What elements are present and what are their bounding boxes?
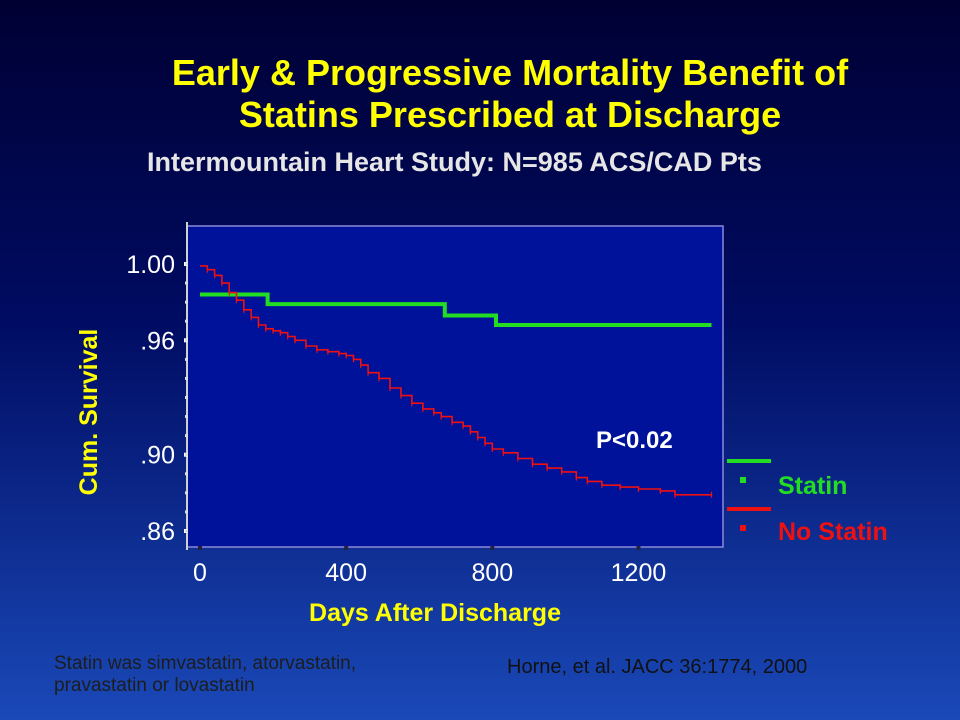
footnote: Statin was simvastatin, atorvastatin, pr…: [54, 653, 474, 697]
x-tick-label: 0: [193, 559, 207, 587]
legend-no-statin-label: No Statin: [778, 518, 888, 546]
series-lines: [200, 265, 713, 498]
citation: Horne, et al. JACC 36:1774, 2000: [507, 656, 808, 678]
y-minor-tick: [185, 319, 188, 323]
x-axis-title: Days After Discharge: [309, 599, 561, 627]
y-axis-title: Cum. Survival: [75, 329, 103, 496]
x-axis: 0 400 800 1200: [193, 546, 666, 587]
x-tick-mark: [490, 546, 495, 550]
x-tick-label: 1200: [611, 559, 667, 587]
title-line-2: Statins Prescribed at Discharge: [238, 94, 782, 135]
legend-no-statin-marker: [740, 525, 746, 531]
y-minor-tick: [185, 415, 188, 419]
y-axis: 1.00 .96 .90 .86: [126, 251, 188, 546]
x-tick-label: 800: [471, 559, 513, 587]
y-tick-label: .96: [140, 327, 175, 355]
y-minor-tick: [185, 434, 188, 438]
p-value-annotation: P<0.02: [596, 427, 673, 454]
legend: Statin No Statin: [727, 459, 888, 546]
y-minor-tick: [185, 529, 188, 533]
x-tick-mark: [198, 546, 202, 550]
series-line-statin: [200, 292, 712, 327]
y-minor-tick: [185, 510, 188, 514]
x-tick-mark: [636, 546, 641, 550]
y-tick-label: .86: [140, 518, 175, 546]
x-tick-mark: [344, 546, 349, 550]
y-minor-tick: [185, 396, 188, 399]
y-tick-label: 1.00: [126, 251, 175, 279]
y-minor-tick: [185, 338, 188, 342]
slide-title: Early & Progressive Mortality Benefit of…: [0, 52, 960, 136]
y-minor-tick: [185, 300, 188, 304]
y-tick-label: .90: [140, 442, 175, 470]
y-minor-tick: [185, 491, 188, 495]
slide-subtitle: Intermountain Heart Study: N=985 ACS/CAD…: [147, 147, 762, 177]
legend-statin-marker: [740, 477, 746, 483]
y-minor-tick: [185, 453, 188, 457]
y-minor-tick: [185, 262, 188, 266]
legend-statin-label: Statin: [778, 472, 847, 500]
y-minor-tick: [185, 472, 188, 476]
footnote-line-2: pravastatin or lovastatin: [54, 675, 255, 696]
y-minor-tick: [185, 281, 188, 285]
y-minor-tick: [185, 357, 188, 361]
title-line-1: Early & Progressive Mortality Benefit of: [171, 52, 849, 93]
y-minor-tick: [185, 376, 188, 380]
plot-area: [186, 225, 724, 548]
x-tick-label: 400: [325, 559, 367, 587]
footnote-line-1: Statin was simvastatin, atorvastatin,: [54, 653, 357, 674]
